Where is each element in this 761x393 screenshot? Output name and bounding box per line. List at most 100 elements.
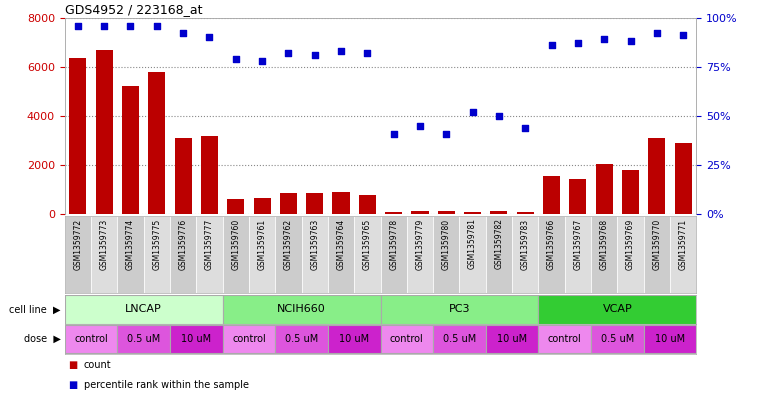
Text: 10 uM: 10 uM	[339, 334, 369, 344]
Text: control: control	[390, 334, 424, 344]
Bar	[275, 216, 301, 293]
Bar	[117, 325, 170, 353]
Point	[677, 32, 689, 39]
Bar	[380, 325, 433, 353]
Text: 10 uM: 10 uM	[655, 334, 685, 344]
Text: GSM1359764: GSM1359764	[336, 219, 345, 270]
Point	[414, 123, 426, 129]
Text: GDS4952 / 223168_at: GDS4952 / 223168_at	[65, 4, 202, 17]
Point	[309, 52, 321, 58]
Text: GSM1359763: GSM1359763	[310, 219, 319, 270]
Point	[361, 50, 374, 56]
Text: GSM1359772: GSM1359772	[73, 219, 82, 270]
Bar	[328, 325, 380, 353]
Text: NCIH660: NCIH660	[277, 305, 326, 314]
Text: GSM1359781: GSM1359781	[468, 219, 477, 270]
Bar	[539, 216, 565, 293]
Bar	[648, 138, 665, 214]
Point	[651, 30, 663, 37]
Bar	[380, 296, 539, 324]
Bar	[644, 216, 670, 293]
Bar	[275, 325, 328, 353]
Text: dose  ▶: dose ▶	[24, 334, 61, 344]
Bar	[170, 325, 223, 353]
Text: VCAP: VCAP	[603, 305, 632, 314]
Bar	[328, 216, 354, 293]
Bar	[569, 178, 587, 214]
Bar	[490, 211, 508, 214]
Bar	[358, 195, 376, 214]
Text: ■: ■	[68, 380, 78, 390]
Bar	[464, 212, 481, 214]
Bar	[249, 216, 275, 293]
Text: GSM1359767: GSM1359767	[573, 219, 582, 270]
Bar	[354, 216, 380, 293]
Bar	[223, 325, 275, 353]
Bar	[644, 325, 696, 353]
Bar	[433, 325, 486, 353]
Text: GSM1359761: GSM1359761	[257, 219, 266, 270]
Text: GSM1359780: GSM1359780	[442, 219, 451, 270]
Bar	[306, 193, 323, 214]
Bar	[280, 193, 297, 214]
Bar	[333, 192, 349, 214]
Bar	[539, 325, 591, 353]
Text: GSM1359776: GSM1359776	[179, 219, 188, 270]
Bar	[144, 216, 170, 293]
Bar	[228, 199, 244, 214]
Point	[72, 22, 84, 29]
Bar	[591, 325, 644, 353]
Text: GSM1359782: GSM1359782	[495, 219, 504, 270]
Bar	[380, 216, 407, 293]
Text: GSM1359766: GSM1359766	[547, 219, 556, 270]
Text: GSM1359762: GSM1359762	[284, 219, 293, 270]
Point	[598, 36, 610, 42]
Point	[466, 109, 479, 115]
Point	[387, 130, 400, 137]
Bar	[539, 296, 696, 324]
Point	[282, 50, 295, 56]
Bar	[196, 216, 222, 293]
Text: 0.5 uM: 0.5 uM	[285, 334, 318, 344]
Bar	[517, 212, 533, 214]
Point	[256, 58, 268, 64]
Point	[177, 30, 189, 37]
Bar	[223, 296, 380, 324]
Bar	[543, 176, 560, 214]
Text: GSM1359768: GSM1359768	[600, 219, 609, 270]
Point	[335, 48, 347, 54]
Text: GSM1359779: GSM1359779	[416, 219, 425, 270]
Bar	[69, 58, 87, 214]
Text: cell line  ▶: cell line ▶	[9, 305, 61, 314]
Bar	[65, 216, 91, 293]
Bar	[201, 136, 218, 214]
Bar	[91, 216, 117, 293]
Text: GSM1359778: GSM1359778	[389, 219, 398, 270]
Text: GSM1359765: GSM1359765	[363, 219, 372, 270]
Bar	[565, 216, 591, 293]
Bar	[117, 216, 144, 293]
Bar	[486, 325, 539, 353]
Bar	[591, 216, 617, 293]
Bar	[670, 216, 696, 293]
Bar	[96, 50, 113, 214]
Text: PC3: PC3	[449, 305, 470, 314]
Text: GSM1359770: GSM1359770	[652, 219, 661, 270]
Bar	[148, 72, 165, 214]
Text: percentile rank within the sample: percentile rank within the sample	[84, 380, 249, 390]
Point	[98, 22, 110, 29]
Bar	[170, 216, 196, 293]
Bar	[65, 325, 117, 353]
Text: GSM1359771: GSM1359771	[679, 219, 688, 270]
Bar	[674, 143, 692, 214]
Bar	[622, 170, 639, 214]
Text: 10 uM: 10 uM	[181, 334, 212, 344]
Point	[625, 38, 637, 44]
Bar	[253, 198, 271, 214]
Text: GSM1359774: GSM1359774	[126, 219, 135, 270]
Bar	[223, 216, 249, 293]
Point	[151, 22, 163, 29]
Text: 10 uM: 10 uM	[497, 334, 527, 344]
Bar	[407, 216, 433, 293]
Text: control: control	[74, 334, 108, 344]
